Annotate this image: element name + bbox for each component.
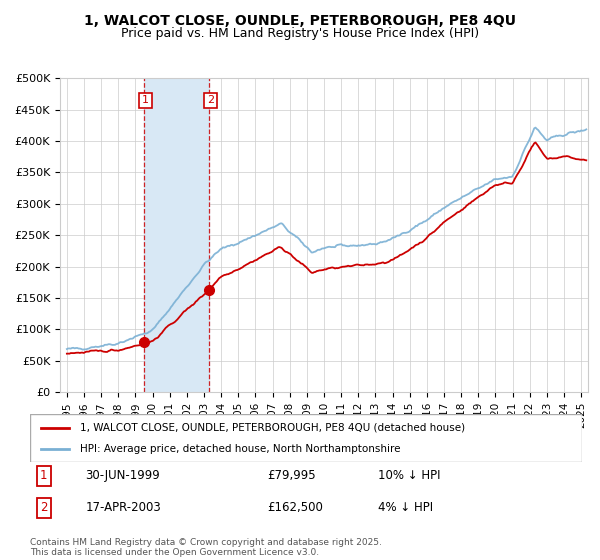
Text: 1, WALCOT CLOSE, OUNDLE, PETERBOROUGH, PE8 4QU: 1, WALCOT CLOSE, OUNDLE, PETERBOROUGH, P… [84,14,516,28]
Text: 2: 2 [207,95,214,105]
Text: 4% ↓ HPI: 4% ↓ HPI [378,501,433,514]
Bar [144,78,209,392]
Text: 17-APR-2003: 17-APR-2003 [85,501,161,514]
Text: 10% ↓ HPI: 10% ↓ HPI [378,469,440,482]
Text: 2: 2 [40,501,47,514]
Text: 1: 1 [40,469,47,482]
Text: HPI: Average price, detached house, North Northamptonshire: HPI: Average price, detached house, Nort… [80,444,400,454]
FancyBboxPatch shape [30,414,582,462]
Text: 1: 1 [142,95,149,105]
Text: Contains HM Land Registry data © Crown copyright and database right 2025.
This d: Contains HM Land Registry data © Crown c… [30,538,382,557]
Text: 30-JUN-1999: 30-JUN-1999 [85,469,160,482]
Text: Price paid vs. HM Land Registry's House Price Index (HPI): Price paid vs. HM Land Registry's House … [121,27,479,40]
Text: £79,995: £79,995 [268,469,316,482]
Text: £162,500: £162,500 [268,501,323,514]
Text: 1, WALCOT CLOSE, OUNDLE, PETERBOROUGH, PE8 4QU (detached house): 1, WALCOT CLOSE, OUNDLE, PETERBOROUGH, P… [80,423,465,433]
